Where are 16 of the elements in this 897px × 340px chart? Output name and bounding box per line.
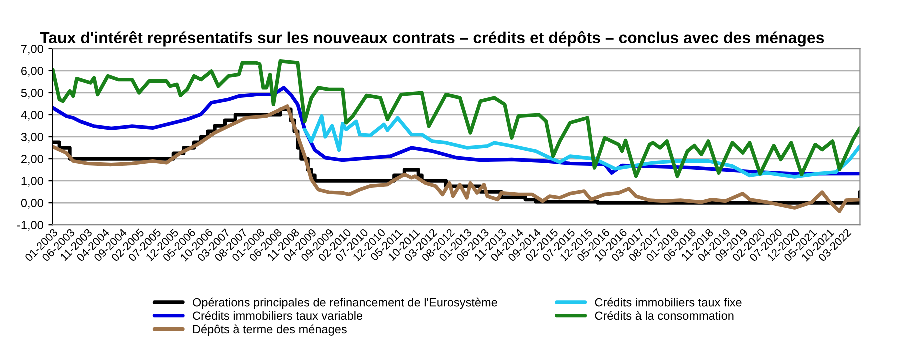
y-tick-label: 2,00 [22, 155, 44, 165]
line-series [52, 59, 860, 178]
y-tick-label: 6,00 [22, 67, 44, 77]
legend-label: Dépôts à terme des ménages [193, 324, 347, 336]
y-tick-label: 7,00 [22, 44, 44, 55]
legend-label: Crédits immobiliers taux fixe [595, 298, 742, 307]
y-tick-label: 3,00 [21, 133, 44, 143]
line-series [303, 114, 860, 179]
y-tick-label: 4,00 [21, 111, 44, 121]
y-tick-label: 1,00 [22, 177, 44, 187]
legend-label: Crédits immobiliers taux variable [193, 311, 363, 320]
legend-label: Opérations principales de refinancement de l'Eurosystème [193, 298, 498, 310]
y-tick-label: 5,00 [21, 89, 44, 99]
legend-label: Crédits à la consommation [595, 311, 734, 320]
y-tick-label: 0,00 [21, 199, 44, 209]
y-tick-label: -1,00 [18, 221, 44, 231]
